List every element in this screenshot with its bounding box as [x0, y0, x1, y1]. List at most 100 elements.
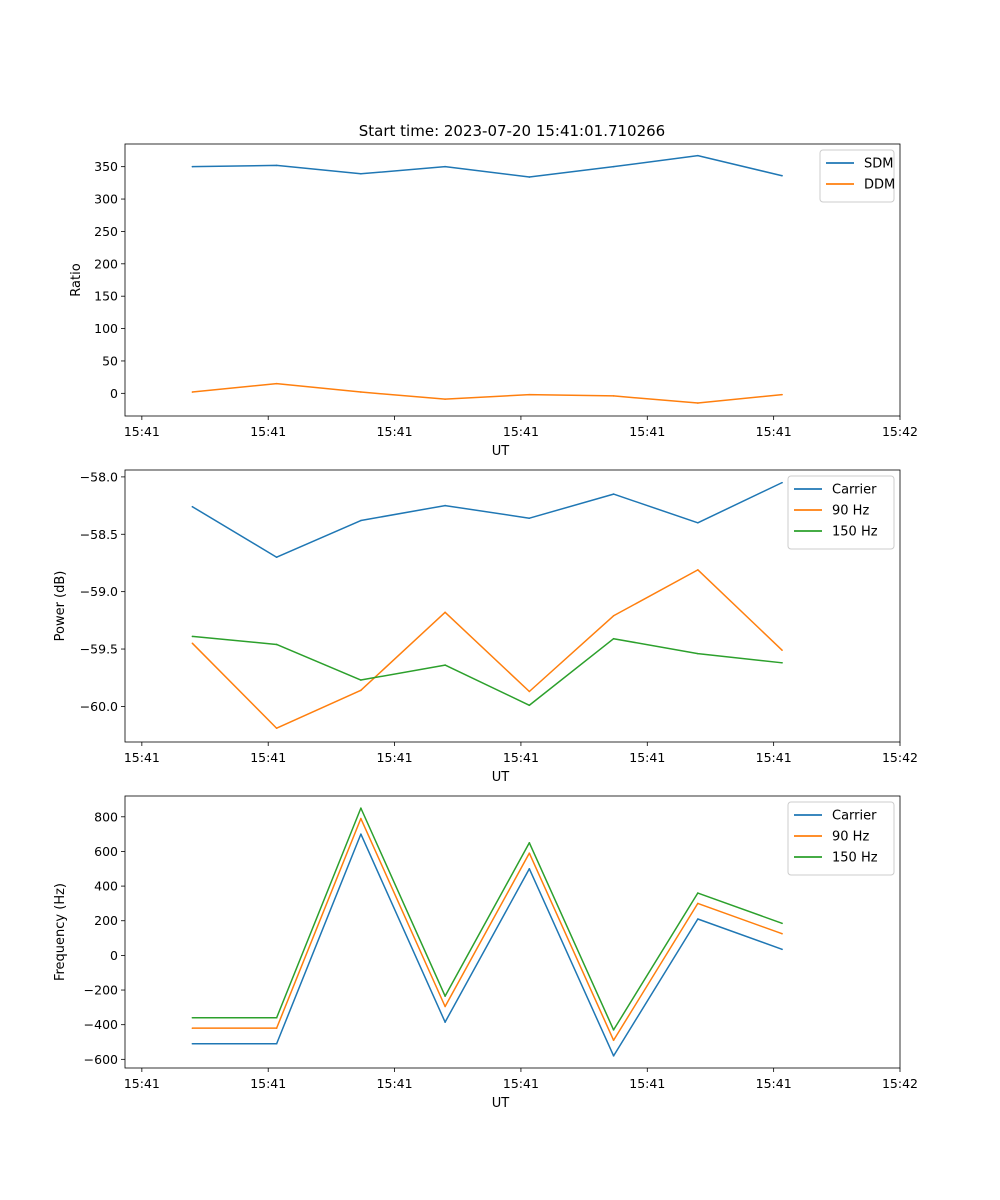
chart-2-y-tick-label: −59.5 [80, 642, 118, 657]
chart-2-y-tick-label: −60.0 [80, 699, 118, 714]
chart-2-x-axis-label: UT [492, 770, 510, 785]
chart-1-series-ddm-point [697, 402, 699, 404]
chart-1-series-ddm-point [275, 382, 278, 385]
chart-1-x-tick-label: 15:41 [629, 424, 665, 439]
chart-3-series-90-hz-point [444, 1005, 446, 1008]
chart-3-legend-label-150-hz: 150 Hz [832, 851, 878, 866]
chart-1-y-tick-label: 300 [94, 192, 118, 207]
chart-3-legend: Carrier 90 Hz 150 Hz [787, 801, 895, 876]
chart-1-series-ddm-point [612, 395, 615, 397]
chart-3-series-150-hz-point [612, 1029, 615, 1031]
chart-1-x-tick-label: 15:41 [756, 424, 792, 439]
chart-2-y-tick-label: −58.0 [80, 469, 118, 484]
chart-3-series-90-hz-point [191, 1027, 194, 1029]
chart-2-series-carrier-point [781, 481, 783, 484]
chart-3-y-tick-label: 400 [94, 879, 118, 894]
chart-3-y-tick-label: 0 [110, 948, 118, 963]
chart-1-x-axis-label: UT [492, 444, 510, 459]
chart-3-y-tick-label: 800 [94, 809, 118, 824]
chart-3-series-150-hz-point [360, 807, 362, 809]
chart-2-series-carrier-point [612, 493, 615, 495]
chart-1-series-sdm-point [275, 164, 278, 167]
chart-3-series-carrier-point [781, 948, 783, 951]
chart-2-x-tick-label: 15:41 [503, 750, 539, 765]
figure-title: Start time: 2023-07-20 15:41:01.710266 [359, 122, 665, 140]
chart-1: 15:41 15:41 15:41 15:41 15:41 15:41 15:42 0 50 10… [69, 143, 918, 459]
chart-3-series-carrier-line [192, 833, 783, 1057]
chart-3-series-90-hz-point [612, 1039, 615, 1042]
chart-2-series-carrier-point [191, 505, 194, 508]
chart-3-y-axis-label: Frequency (Hz) [53, 883, 68, 981]
chart-3-y-tick-label: 200 [94, 913, 118, 928]
chart-1-x-tick-label: 15:41 [503, 424, 539, 439]
chart-2-series-carrier-point [444, 504, 446, 507]
chart-2-x-tick-label: 15:41 [756, 750, 792, 765]
chart-3-x-tick-label: 15:42 [882, 1076, 918, 1091]
chart-2-legend-label-carrier: Carrier [832, 483, 877, 498]
chart-3-series-150-hz-point [444, 995, 446, 997]
chart-3-x-axis-label: UT [492, 1096, 510, 1111]
chart-1-series-ddm-point [528, 393, 531, 396]
chart-2-y-tick-label: −59.0 [80, 584, 118, 599]
chart-2-x-tick-label: 15:42 [882, 750, 918, 765]
chart-2-x-tick-label: 15:41 [377, 750, 413, 765]
chart-2-x-tick-label: 15:41 [124, 750, 160, 765]
chart-3-legend-label-carrier: Carrier [832, 809, 877, 824]
chart-3: 15:41 15:41 15:41 15:41 15:41 15:41 15:42 −600 −… [53, 795, 918, 1111]
chart-3-series-90-hz-point [275, 1027, 278, 1029]
chart-1-series-ddm-point [444, 398, 446, 400]
chart-2-legend: Carrier 90 Hz 150 Hz [787, 475, 895, 550]
chart-1-series-sdm-point [697, 154, 699, 157]
chart-3-series-150-hz-point [697, 892, 699, 894]
chart-3-series-150-hz-point [191, 1016, 194, 1019]
chart-2-series-150-hz-point [781, 662, 783, 664]
chart-3-y-tick-label: −600 [84, 1052, 118, 1067]
chart-1-x-tick-label: 15:41 [124, 424, 160, 439]
chart-1-y-tick-label: 100 [94, 321, 118, 336]
chart-3-series-carrier-point [444, 1021, 446, 1023]
chart-3-series-carrier-point [697, 918, 699, 920]
chart-1-legend-label-sdm: SDM [864, 157, 893, 172]
chart-2-series-90-hz-point [444, 611, 446, 614]
chart-2-series-90-hz-point [612, 614, 615, 617]
chart-3-axes-frame [124, 795, 901, 1069]
chart-1-y-axis-label: Ratio [69, 263, 84, 296]
chart-3-legend-label-90-hz: 90 Hz [832, 830, 869, 845]
chart-3-series-150-hz-point [528, 841, 531, 844]
chart-3-y-tick-label: 600 [94, 844, 118, 859]
chart-2-y-tick-label: −58.5 [80, 527, 118, 542]
chart-3-x-tick-label: 15:41 [124, 1076, 160, 1091]
chart-1-series-ddm-point [360, 391, 362, 393]
chart-1-x-tick-label: 15:41 [250, 424, 286, 439]
chart-3-x-tick-label: 15:41 [503, 1076, 539, 1091]
chart-2-series-150-hz-line [192, 635, 783, 707]
chart-2-series-90-hz-point [697, 569, 699, 571]
chart-3-series-90-hz-point [697, 902, 699, 905]
chart-1-series-sdm-point [612, 165, 615, 168]
chart-2: 15:41 15:41 15:41 15:41 15:41 15:41 15:42 −60.0… [53, 469, 918, 785]
chart-3-y-tick-label: −400 [84, 1017, 118, 1032]
chart-1-series-sdm-point [444, 165, 446, 168]
chart-2-legend-label-90-hz: 90 Hz [832, 504, 869, 519]
chart-1-series-sdm-point [528, 176, 531, 178]
chart-2-series-90-hz-line [191, 569, 783, 729]
chart-1-series-sdm-point [191, 165, 194, 168]
chart-3-series-90-hz-point [528, 852, 531, 854]
chart-3-series-90-hz-line [192, 817, 783, 1042]
chart-1-series-ddm-point [781, 393, 783, 396]
chart-1-series-sdm-line [192, 154, 783, 178]
chart-3-series-carrier-point [360, 833, 362, 835]
chart-2-series-carrier-point [697, 521, 699, 524]
chart-2-series-150-hz-point [444, 664, 446, 666]
chart-3-series-carrier-point [528, 867, 531, 870]
chart-1-y-tick-label: 50 [102, 353, 118, 368]
chart-2-series-150-hz-point [697, 652, 699, 655]
chart-3-series-90-hz-point [360, 817, 362, 820]
chart-1-series-ddm-line [192, 382, 783, 404]
chart-3-x-tick-label: 15:41 [756, 1076, 792, 1091]
chart-2-series-90-hz-point [191, 642, 194, 645]
chart-1-y-tick-label: 350 [94, 159, 118, 174]
chart-3-x-tick-label: 15:41 [377, 1076, 413, 1091]
chart-3-x-tick-label: 15:41 [629, 1076, 665, 1091]
chart-2-series-90-hz-point [360, 689, 362, 692]
